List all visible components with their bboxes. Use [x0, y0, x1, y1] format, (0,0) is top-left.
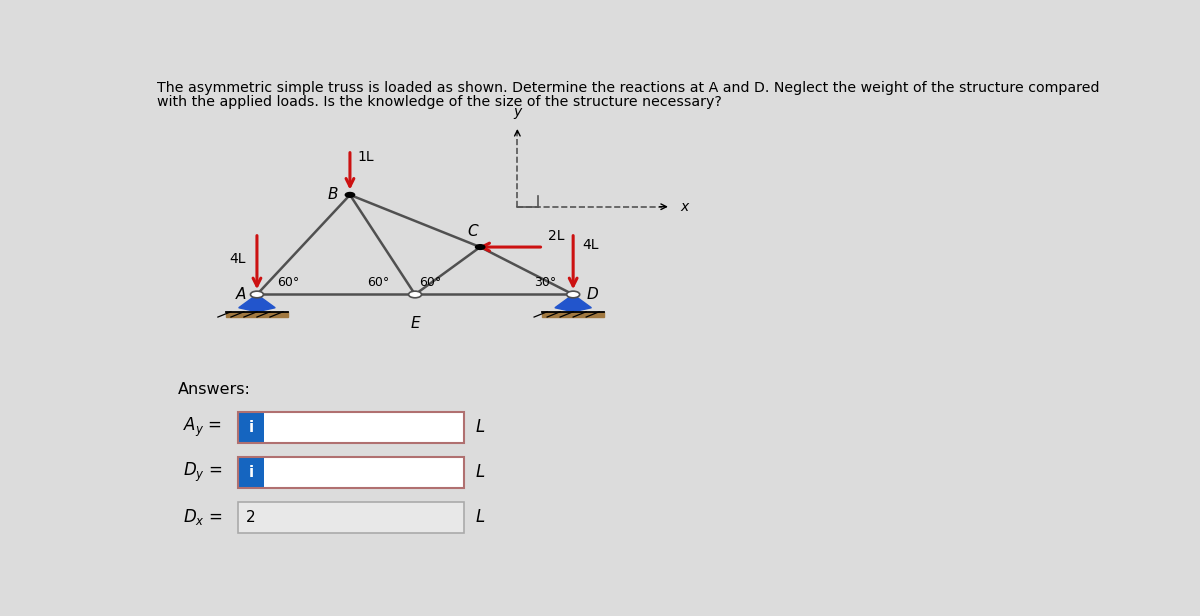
- FancyBboxPatch shape: [239, 457, 264, 488]
- Circle shape: [251, 291, 264, 298]
- Text: 60°: 60°: [367, 276, 389, 289]
- Text: 2L: 2L: [548, 229, 564, 243]
- Text: L: L: [475, 418, 485, 436]
- Text: 60°: 60°: [277, 276, 300, 289]
- Text: B: B: [328, 187, 338, 203]
- Text: 30°: 30°: [534, 276, 557, 289]
- Text: with the applied loads. Is the knowledge of the size of the structure necessary?: with the applied loads. Is the knowledge…: [157, 95, 722, 109]
- Text: Answers:: Answers:: [178, 382, 251, 397]
- Circle shape: [408, 291, 421, 298]
- Text: L: L: [475, 463, 485, 481]
- Circle shape: [566, 291, 580, 298]
- FancyBboxPatch shape: [239, 412, 264, 443]
- Text: i: i: [248, 465, 254, 480]
- Text: E: E: [410, 316, 420, 331]
- Polygon shape: [554, 294, 592, 312]
- Text: i: i: [248, 419, 254, 435]
- Text: y: y: [514, 105, 522, 119]
- Circle shape: [475, 245, 485, 249]
- Text: $A_y$ =: $A_y$ =: [182, 416, 222, 439]
- Text: 1L: 1L: [358, 150, 374, 164]
- Text: $D_y$ =: $D_y$ =: [182, 461, 222, 484]
- Text: 60°: 60°: [419, 276, 442, 289]
- FancyBboxPatch shape: [264, 412, 464, 443]
- FancyBboxPatch shape: [239, 502, 464, 533]
- Text: A: A: [235, 287, 246, 302]
- Text: 4L: 4L: [229, 252, 246, 266]
- Polygon shape: [542, 312, 605, 317]
- FancyBboxPatch shape: [264, 457, 464, 488]
- Text: 4L: 4L: [582, 238, 599, 251]
- Text: L: L: [475, 508, 485, 527]
- Polygon shape: [239, 294, 275, 312]
- Text: The asymmetric simple truss is loaded as shown. Determine the reactions at A and: The asymmetric simple truss is loaded as…: [157, 81, 1100, 95]
- Text: x: x: [680, 200, 689, 214]
- Polygon shape: [226, 312, 288, 317]
- Text: C: C: [467, 224, 478, 238]
- Text: 2: 2: [246, 510, 256, 525]
- Text: $D_x$ =: $D_x$ =: [182, 508, 222, 527]
- Text: D: D: [586, 287, 598, 302]
- Circle shape: [346, 192, 355, 197]
